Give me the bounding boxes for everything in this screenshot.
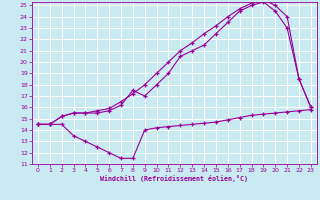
X-axis label: Windchill (Refroidissement éolien,°C): Windchill (Refroidissement éolien,°C)	[100, 175, 248, 182]
